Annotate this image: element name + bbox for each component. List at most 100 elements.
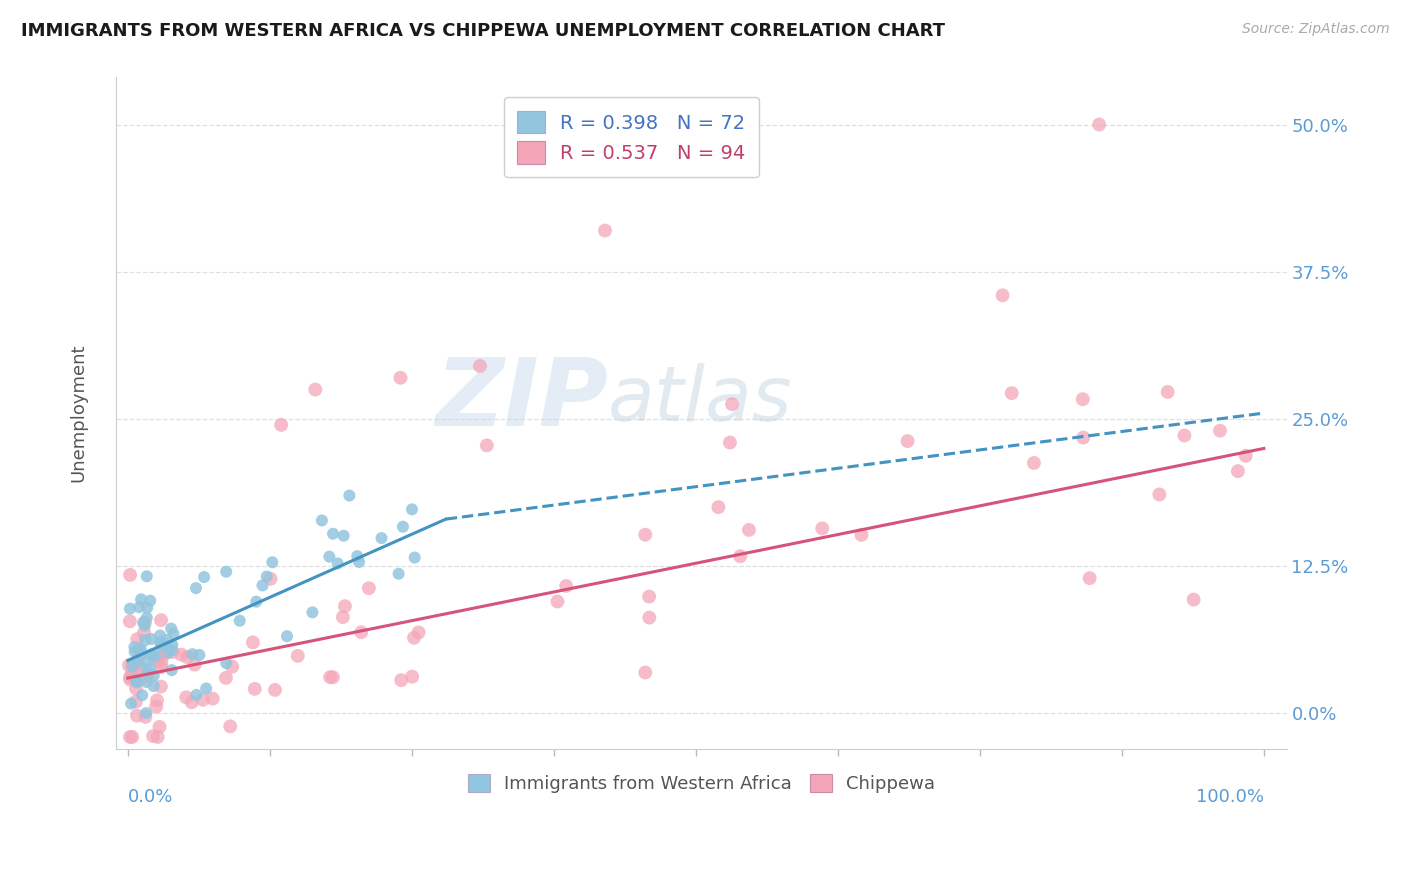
Point: [152, 638, 174, 652]
Point: [991, 288, 1014, 302]
Point: [346, 549, 368, 563]
Point: [304, 383, 326, 397]
Point: [125, 675, 148, 690]
Point: [322, 670, 344, 684]
Point: [129, 648, 152, 662]
Point: [252, 578, 274, 592]
Point: [135, 675, 157, 690]
Point: [1149, 487, 1171, 501]
Point: [287, 648, 309, 663]
Text: Source: ZipAtlas.com: Source: ZipAtlas.com: [1241, 22, 1389, 37]
Point: [150, 634, 173, 648]
Point: [738, 523, 761, 537]
Point: [160, 622, 183, 636]
Point: [401, 502, 423, 516]
Point: [634, 527, 657, 541]
Point: [245, 595, 267, 609]
Point: [125, 673, 148, 687]
Point: [215, 656, 238, 670]
Text: Unemployment: Unemployment: [69, 343, 87, 483]
Point: [120, 697, 142, 711]
Point: [184, 581, 207, 595]
Point: [228, 614, 250, 628]
Text: 100.0%: 100.0%: [1197, 788, 1264, 805]
Point: [897, 434, 920, 448]
Point: [555, 579, 578, 593]
Point: [357, 581, 380, 595]
Point: [332, 529, 354, 543]
Point: [129, 672, 152, 686]
Point: [1071, 431, 1094, 445]
Text: atlas: atlas: [607, 363, 793, 437]
Point: [142, 679, 165, 693]
Point: [148, 720, 170, 734]
Point: [145, 699, 167, 714]
Point: [322, 526, 344, 541]
Point: [707, 500, 730, 515]
Point: [149, 680, 172, 694]
Point: [1071, 392, 1094, 407]
Point: [135, 706, 157, 720]
Point: [475, 438, 498, 452]
Point: [721, 397, 744, 411]
Point: [259, 572, 281, 586]
Point: [718, 435, 741, 450]
Point: [162, 645, 184, 659]
Point: [121, 659, 143, 673]
Point: [468, 359, 491, 373]
Point: [337, 489, 360, 503]
Point: [146, 730, 169, 744]
Point: [170, 648, 193, 662]
Point: [392, 519, 415, 533]
Point: [188, 648, 211, 662]
Point: [404, 550, 426, 565]
Point: [121, 667, 143, 681]
Point: [350, 625, 373, 640]
Point: [157, 646, 180, 660]
Point: [120, 673, 142, 687]
Point: [730, 549, 752, 564]
Point: [1022, 456, 1045, 470]
Point: [141, 647, 163, 661]
Text: 0.0%: 0.0%: [128, 788, 173, 805]
Point: [401, 670, 423, 684]
Legend: Immigrants from Western Africa, Chippewa: Immigrants from Western Africa, Chippewa: [461, 766, 942, 800]
Point: [1078, 571, 1101, 585]
Point: [150, 613, 173, 627]
Point: [634, 665, 657, 680]
Point: [136, 663, 159, 677]
Text: IMMIGRANTS FROM WESTERN AFRICA VS CHIPPEWA UNEMPLOYMENT CORRELATION CHART: IMMIGRANTS FROM WESTERN AFRICA VS CHIPPE…: [21, 22, 945, 40]
Text: ZIP: ZIP: [434, 353, 607, 446]
Point: [127, 632, 149, 647]
Point: [387, 566, 409, 581]
Point: [264, 682, 287, 697]
Point: [135, 610, 157, 624]
Point: [370, 531, 392, 545]
Point: [149, 628, 172, 642]
Point: [150, 639, 173, 653]
Point: [1209, 424, 1232, 438]
Point: [125, 708, 148, 723]
Point: [124, 640, 146, 654]
Point: [118, 658, 141, 673]
Point: [1234, 449, 1257, 463]
Point: [162, 638, 184, 652]
Point: [132, 615, 155, 630]
Point: [1182, 592, 1205, 607]
Point: [389, 673, 412, 687]
Point: [256, 569, 278, 583]
Point: [150, 660, 173, 674]
Point: [143, 649, 166, 664]
Point: [301, 605, 323, 619]
Point: [156, 632, 179, 647]
Point: [181, 647, 204, 661]
Point: [128, 658, 150, 673]
Point: [638, 590, 661, 604]
Point: [195, 681, 218, 696]
Point: [129, 648, 152, 662]
Point: [121, 658, 143, 673]
Point: [135, 569, 157, 583]
Point: [270, 417, 292, 432]
Point: [134, 633, 156, 648]
Point: [1173, 428, 1195, 442]
